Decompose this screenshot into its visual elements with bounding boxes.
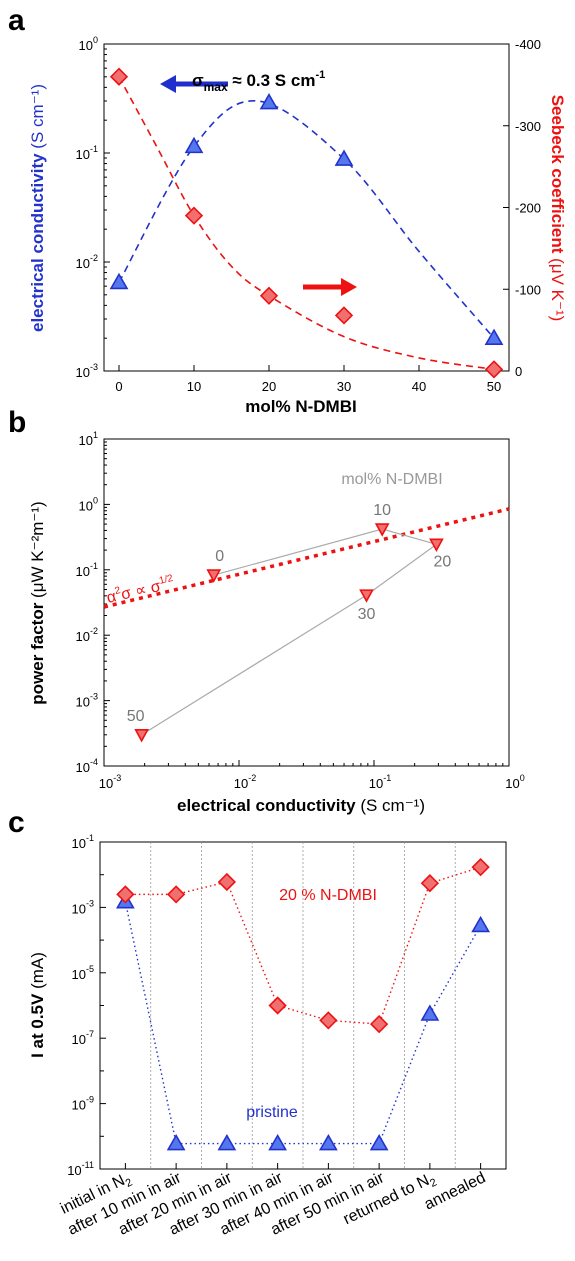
panel-b: b 10-3 10-2 10-1 10010-410-310-210-1100101 …	[8, 406, 525, 815]
ndmbi-point	[268, 996, 287, 1015]
conductivity-point	[184, 136, 204, 154]
b-y-tick-label: 100	[79, 495, 98, 513]
conductivity-guide-curve	[118, 100, 495, 339]
a-x-tick-label: 10	[187, 379, 201, 394]
a-x-tick-label: 40	[412, 379, 426, 394]
a-x-tick-label: 20	[262, 379, 276, 394]
pristine-point	[420, 1004, 440, 1021]
conductivity-point	[484, 328, 504, 345]
point-label: 10	[373, 502, 391, 519]
panel-b-x-axis-title: electrical conductivity (S cm⁻¹)	[177, 796, 425, 815]
b-x-tick-label: 10-3	[99, 773, 121, 791]
point-label: 0	[215, 548, 224, 565]
panel-a: a 0 10 20 30 40 50 10-3 10-2 10-1 100 0 -100 -200 -30…	[8, 4, 567, 416]
a-y-tick-label: 10-3	[76, 362, 98, 380]
a-y2-tick-label: -200	[515, 201, 541, 216]
a-x-tick-label: 50	[487, 379, 501, 394]
power-factor-point	[359, 589, 374, 603]
sigma-max-annotation: σmax ≈ 0.3 S cm-1	[192, 69, 325, 94]
pristine-line	[124, 901, 482, 1145]
seebeck-point	[334, 306, 354, 325]
panel-a-right-axis-title: Seebeck coefficient (μV K⁻¹)	[548, 95, 567, 322]
panel-a-left-axis-title: electrical conductivity (S cm⁻¹)	[28, 84, 47, 332]
ndmbi-point	[369, 1014, 389, 1034]
point-label: 50	[127, 708, 145, 725]
b-x-tick-label: 10-1	[369, 773, 391, 791]
a-y2-tick-label: -100	[515, 282, 541, 297]
a-y2-tick-label: -400	[515, 37, 541, 52]
pristine-point	[268, 1133, 288, 1151]
a-y-tick-label: 10-2	[76, 253, 98, 271]
pristine-point	[166, 1133, 186, 1151]
b-x-tick-label: 10-2	[234, 773, 256, 791]
c-y-tick-label: 10-11	[67, 1160, 94, 1178]
pristine-point	[318, 1133, 338, 1151]
point-label: 20	[434, 553, 452, 570]
category-label: annealed	[422, 1169, 489, 1213]
b-y-tick-label: 10-3	[76, 692, 98, 710]
power-factor-point	[134, 728, 149, 743]
c-y-tick-label: 10-5	[72, 964, 94, 982]
a-y-tick-label: 10-1	[76, 144, 98, 162]
ndmbi-point	[166, 885, 186, 904]
a-x-tick-label: 30	[337, 379, 351, 394]
power-factor-point	[206, 569, 222, 583]
c-y-tick-label: 10-9	[72, 1095, 94, 1113]
panel-b-legend-title: mol% N-DMBI	[341, 471, 442, 488]
seebeck-point	[184, 206, 204, 225]
ndmbi-point	[420, 874, 440, 893]
ndmbi-point	[471, 858, 490, 877]
b-y-tick-label: 101	[79, 430, 98, 448]
b-x-tick-label: 100	[505, 773, 524, 791]
c-y-tick-label: 10-1	[72, 833, 94, 851]
panel-b-letter: b	[8, 406, 26, 439]
ndmbi-point	[319, 1011, 338, 1030]
c-y-tick-label: 10-7	[72, 1029, 94, 1047]
panel-b-plot-frame	[103, 438, 510, 767]
ndmbi-line	[125, 866, 481, 1025]
panel-a-plot-frame	[103, 43, 510, 372]
ndmbi-point	[116, 885, 135, 904]
c-y-tick-label: 10-3	[72, 898, 94, 916]
power-factor-point	[374, 523, 390, 537]
panel-a-x-axis-title: mol% N-DMBI	[245, 397, 356, 416]
power-law-fit-label: α2σ ∝ σ1/2	[105, 573, 177, 607]
b-y-tick-label: 10-2	[76, 626, 98, 644]
conductivity-point	[334, 149, 354, 166]
b-y-tick-label: 10-1	[76, 561, 98, 579]
power-factor-point	[429, 538, 444, 553]
a-y-tick-label: 100	[79, 35, 98, 53]
series-connector-line	[141, 528, 438, 736]
left-axis-arrow-head	[160, 75, 176, 93]
point-label: 30	[358, 606, 376, 623]
conductivity-point	[259, 92, 279, 110]
seebeck-guide-curve	[118, 76, 495, 371]
right-axis-arrow-head	[341, 278, 357, 296]
seebeck-point	[109, 67, 129, 86]
a-y2-tick-label: -300	[515, 119, 541, 134]
seebeck-point	[484, 360, 504, 379]
panel-b-y-axis-title: power factor (μW K⁻²m⁻¹)	[28, 501, 47, 704]
ndmbi-point	[217, 872, 237, 892]
pristine-point	[369, 1133, 389, 1151]
pristine-point	[217, 1133, 237, 1151]
panel-c-y-axis-title: I at 0.5V (mA)	[28, 952, 47, 1058]
a-y2-tick-label: 0	[515, 364, 522, 379]
seebeck-point	[259, 286, 279, 305]
b-y-tick-label: 10-4	[76, 757, 98, 775]
panel-c-letter: c	[8, 806, 25, 839]
a-x-tick-label: 0	[115, 379, 122, 394]
power-law-fit-line	[103, 507, 510, 609]
panel-a-letter: a	[8, 4, 25, 37]
conductivity-point	[109, 272, 129, 290]
series-label-20-ndmbi: 20 % N-DMBI	[279, 887, 377, 904]
pristine-point	[471, 915, 491, 933]
series-label-pristine: pristine	[246, 1104, 298, 1121]
